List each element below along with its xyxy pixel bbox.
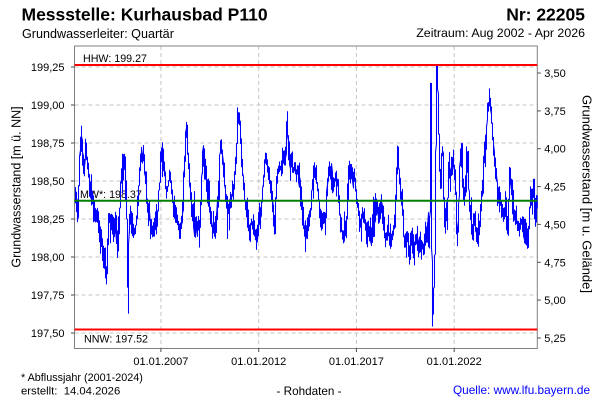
svg-text:01.01.2007: 01.01.2007 [133,356,188,368]
svg-text:199,00: 199,00 [31,100,65,112]
svg-text:01.01.2017: 01.01.2017 [329,356,384,368]
svg-text:NNW: 197.52: NNW: 197.52 [84,334,148,346]
svg-text:199,25: 199,25 [31,62,65,74]
svg-text:Nr: 22205: Nr: 22205 [506,5,585,25]
svg-text:Messstelle: Kurhausbad P110: Messstelle: Kurhausbad P110 [22,5,268,25]
svg-text:Grundwasserstand [m u. Gelände: Grundwasserstand [m u. Gelände] [580,95,595,293]
svg-text:HHW: 199.27: HHW: 199.27 [83,53,147,65]
svg-text:4,25: 4,25 [544,182,565,194]
svg-text:197,50: 197,50 [31,328,65,340]
svg-text:198,75: 198,75 [31,138,65,150]
svg-text:- Rohdaten -: - Rohdaten - [277,385,342,398]
svg-text:198,00: 198,00 [31,252,65,264]
svg-text:Grundwasserstand [m ü. NN]: Grundwasserstand [m ü. NN] [10,106,24,267]
svg-text:4,75: 4,75 [544,257,565,269]
svg-text:198,50: 198,50 [31,176,65,188]
svg-text:4,50: 4,50 [544,219,565,231]
svg-text:erstellt: 14.04.2026: erstellt: 14.04.2026 [21,386,120,398]
svg-text:01.01.2022: 01.01.2022 [427,356,482,368]
svg-text:3,50: 3,50 [544,68,565,80]
svg-text:3,75: 3,75 [544,106,565,118]
svg-text:* Abflussjahr (2001-2024): * Abflussjahr (2001-2024) [21,372,143,384]
svg-text:Quelle: www.lfu.bayern.de: Quelle: www.lfu.bayern.de [453,383,590,397]
svg-text:01.01.2012: 01.01.2012 [231,356,286,368]
svg-text:4,00: 4,00 [544,144,565,156]
svg-text:Grundwasserleiter: Quartär: Grundwasserleiter: Quartär [22,27,174,41]
svg-text:5,00: 5,00 [544,295,565,307]
svg-text:197,75: 197,75 [31,290,65,302]
svg-text:198,25: 198,25 [31,214,65,226]
svg-text:5,25: 5,25 [544,333,565,345]
svg-text:Zeitraum: Aug 2002 - Apr 2026: Zeitraum: Aug 2002 - Apr 2026 [416,26,585,40]
